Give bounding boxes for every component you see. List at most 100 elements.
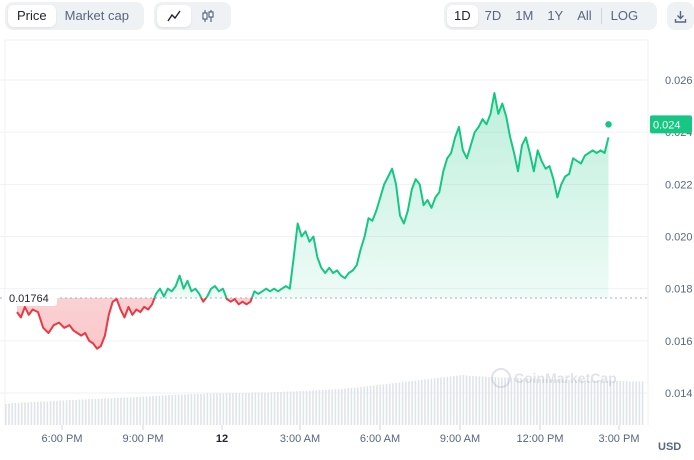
volume-bar bbox=[433, 378, 436, 425]
candlestick-chart-button[interactable] bbox=[191, 5, 225, 27]
volume-bar bbox=[401, 382, 404, 425]
volume-bar bbox=[37, 401, 39, 425]
range-1d[interactable]: 1D bbox=[447, 5, 478, 27]
volume-bar bbox=[526, 378, 529, 425]
volume-bar bbox=[587, 380, 589, 425]
volume-bar bbox=[449, 376, 452, 425]
volume-bar bbox=[229, 393, 231, 425]
volume-bar bbox=[46, 401, 49, 425]
range-all[interactable]: All bbox=[577, 8, 592, 23]
volume-bar bbox=[184, 394, 186, 425]
download-button[interactable] bbox=[667, 2, 694, 30]
volume-bar bbox=[542, 379, 545, 425]
volume-bar bbox=[43, 401, 45, 425]
volume-bar bbox=[126, 397, 129, 425]
toolbar-divider bbox=[600, 8, 602, 24]
volume-bar bbox=[222, 393, 225, 425]
volume-bar bbox=[152, 396, 154, 425]
x-tick-label: 9:00 AM bbox=[440, 433, 480, 445]
volume-bar bbox=[398, 382, 401, 425]
volume-bar bbox=[507, 377, 509, 425]
volume-bar bbox=[107, 398, 109, 425]
volume-bar bbox=[117, 398, 119, 425]
volume-bar bbox=[270, 392, 273, 425]
volume-bar bbox=[142, 396, 145, 425]
volume-bar bbox=[417, 380, 420, 425]
x-tick-label: 3:00 PM bbox=[599, 433, 640, 445]
volume-bar bbox=[165, 395, 167, 425]
volume-bar bbox=[30, 402, 33, 425]
x-axis: 6:00 PM 9:00 PM 12 3:00 AM 6:00 AM 9:00 AM 12:… bbox=[42, 425, 640, 445]
volume-bar bbox=[33, 402, 36, 425]
volume-bar bbox=[510, 377, 513, 425]
volume-bar bbox=[75, 400, 77, 425]
volume-bar bbox=[145, 396, 148, 425]
volume-bar bbox=[261, 392, 263, 425]
volume-bar bbox=[552, 379, 554, 425]
volume-bar bbox=[561, 379, 564, 425]
volume-bar bbox=[603, 380, 605, 425]
baseline-price-label: 0.01764 bbox=[9, 293, 49, 305]
volume-bar bbox=[280, 392, 282, 425]
volume-bar bbox=[296, 391, 298, 425]
volume-bar bbox=[616, 381, 618, 425]
volume-bar bbox=[619, 381, 621, 425]
volume-bar bbox=[360, 387, 362, 425]
volume-bar bbox=[395, 382, 397, 425]
volume-bar bbox=[478, 376, 481, 425]
volume-bar bbox=[475, 376, 477, 425]
volume-bar bbox=[443, 377, 445, 425]
volume-bar bbox=[248, 392, 250, 425]
volume-bar bbox=[523, 378, 525, 425]
range-1m[interactable]: 1M bbox=[515, 8, 534, 23]
volume-bar bbox=[379, 384, 381, 425]
volume-bar bbox=[597, 380, 599, 425]
volume-bar bbox=[465, 375, 468, 425]
volume-bar bbox=[283, 391, 285, 425]
line-chart-button[interactable] bbox=[157, 5, 191, 27]
volume-bar bbox=[421, 379, 423, 425]
volume-bar bbox=[213, 393, 215, 425]
volume-bar bbox=[437, 377, 439, 425]
range-1y[interactable]: 1Y bbox=[547, 8, 564, 23]
volume-bar bbox=[181, 394, 183, 425]
volume-bar bbox=[225, 393, 228, 425]
volume-bar bbox=[94, 399, 97, 425]
tab-market-cap[interactable]: Market cap bbox=[64, 8, 129, 23]
volume-bar bbox=[581, 380, 583, 425]
current-price-label: 0.024 bbox=[653, 119, 681, 131]
x-tick-label: 12 bbox=[216, 433, 228, 445]
volume-bar bbox=[353, 387, 356, 425]
volume-bar bbox=[174, 394, 177, 425]
price-line-up bbox=[153, 92, 610, 299]
volume-bar bbox=[459, 375, 461, 425]
volume-bar bbox=[27, 402, 29, 425]
volume-bar bbox=[462, 375, 465, 425]
tab-price[interactable]: Price bbox=[8, 5, 56, 27]
volume-bar bbox=[8, 403, 10, 425]
volume-bar bbox=[363, 386, 365, 425]
volume-bar bbox=[273, 392, 276, 425]
volume-bar bbox=[504, 377, 506, 425]
currency-label: USD bbox=[658, 441, 682, 453]
volume-bar bbox=[635, 381, 637, 425]
volume-bar bbox=[161, 395, 164, 425]
volume-bar bbox=[481, 376, 484, 425]
range-7d[interactable]: 7D bbox=[484, 8, 502, 23]
volume-bar bbox=[369, 385, 372, 425]
log-scale-toggle[interactable]: LOG bbox=[610, 8, 639, 23]
chart-type-toggle bbox=[154, 2, 231, 30]
volume-bar bbox=[120, 397, 122, 425]
volume-bar bbox=[56, 400, 58, 425]
volume-bar bbox=[494, 377, 497, 425]
coinmarketcap-watermark: CoinMarketCap bbox=[491, 368, 617, 388]
volume-bar bbox=[24, 402, 26, 425]
volume-bar bbox=[168, 395, 170, 425]
volume-bar bbox=[430, 378, 433, 425]
volume-bar bbox=[453, 376, 455, 425]
volume-bar bbox=[549, 379, 551, 425]
volume-bar bbox=[241, 393, 244, 425]
volume-bar bbox=[5, 404, 7, 425]
